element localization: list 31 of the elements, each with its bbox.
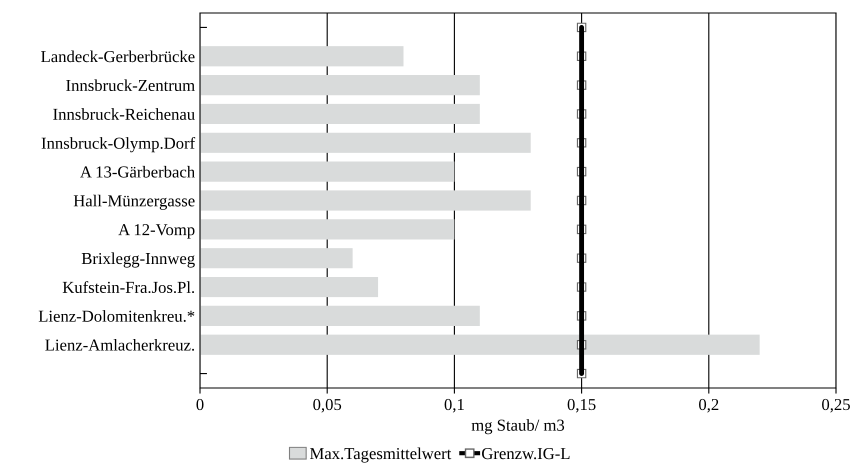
- y-tick-label: Innsbruck-Zentrum: [66, 79, 195, 92]
- x-tick-label: 0: [196, 398, 204, 410]
- y-tick-label: Innsbruck-Reichenau: [53, 108, 195, 120]
- x-tick-label: 0,05: [313, 398, 342, 413]
- y-tick-label: Hall-Münzergasse: [74, 194, 195, 210]
- x-tick-label: 0,2: [699, 398, 718, 413]
- bar: [200, 75, 480, 96]
- bar: [200, 190, 531, 211]
- bar: [200, 132, 531, 153]
- bar: [200, 306, 480, 326]
- x-tick-label: 0,15: [568, 398, 596, 413]
- legend-label: Grenzw.IG-L: [482, 448, 570, 460]
- bar: [200, 276, 378, 298]
- y-tick-label: Lienz-Amlacherkreuz.: [45, 338, 194, 351]
- y-tick-label: Lienz-Dolomitenkreu.*: [38, 310, 194, 322]
- y-tick-label: Innsbruck-Olymp.Dorf: [42, 136, 196, 152]
- bar: [200, 334, 760, 355]
- y-tick-label: Landeck-Gerberbrücke: [41, 50, 195, 62]
- bar: [200, 248, 353, 268]
- x-axis-title: mg Staub/ m3: [472, 419, 564, 434]
- bar: [200, 46, 404, 66]
- y-tick-label: A 13-Gärberbach: [80, 166, 195, 178]
- bar: [200, 104, 480, 124]
- legend-label: Max.Tagesmittelwert: [310, 447, 452, 463]
- y-tick-label: Kufstein-Fra.Jos.Pl.: [62, 281, 194, 294]
- x-tick-label: 0,25: [822, 398, 850, 413]
- x-tick-label: 0,1: [444, 398, 464, 413]
- bar: [200, 162, 454, 182]
- y-tick-label: A 12-Vomp: [118, 224, 194, 239]
- bar: [200, 219, 454, 240]
- y-tick-label: Brixlegg-Innweg: [82, 252, 195, 268]
